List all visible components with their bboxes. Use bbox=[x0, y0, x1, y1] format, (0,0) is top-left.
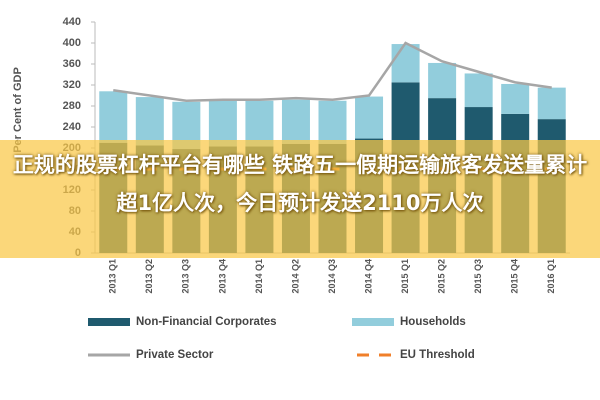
legend-label: Private Sector bbox=[136, 349, 214, 361]
bar bbox=[537, 87, 566, 120]
bar bbox=[355, 96, 384, 139]
bar bbox=[501, 83, 530, 114]
y-tick-label: 280 bbox=[63, 100, 81, 112]
x-tick-label: 2015 Q3 bbox=[473, 259, 483, 294]
y-tick-label: 320 bbox=[63, 79, 81, 91]
x-tick-label: 2013 Q1 bbox=[108, 259, 118, 294]
y-tick-label: 360 bbox=[63, 58, 81, 70]
bar bbox=[135, 97, 164, 146]
legend-label: Households bbox=[400, 316, 466, 328]
bar bbox=[208, 100, 237, 147]
legend-label: EU Threshold bbox=[400, 349, 475, 361]
banner-background bbox=[0, 140, 600, 258]
bar bbox=[464, 73, 493, 108]
bar bbox=[281, 99, 310, 144]
bar bbox=[428, 62, 457, 99]
x-tick-label: 2013 Q2 bbox=[144, 259, 154, 294]
x-tick-label: 2015 Q2 bbox=[436, 259, 446, 294]
legend-swatch bbox=[352, 318, 394, 326]
x-tick-label: 2015 Q1 bbox=[400, 259, 410, 294]
legend-label: Non-Financial Corporates bbox=[136, 316, 277, 328]
x-tick-label: 2014 Q4 bbox=[363, 259, 373, 294]
y-tick-label: 240 bbox=[63, 121, 81, 133]
y-tick-label: 440 bbox=[63, 16, 81, 28]
legend-swatch bbox=[88, 318, 130, 326]
bar bbox=[391, 44, 420, 83]
x-tick-label: 2015 Q4 bbox=[510, 259, 520, 294]
banner-text: 正规的股票杠杆平台有哪些 铁路五一假期运输旅客发送量累计超1亿人次，今日预计发送… bbox=[12, 153, 588, 215]
x-tick-label: 2013 Q3 bbox=[181, 259, 191, 294]
y-axis-label: Per Cent of GDP bbox=[12, 67, 24, 153]
line bbox=[113, 41, 552, 103]
x-tick-label: 2014 Q3 bbox=[327, 259, 337, 294]
x-tick-label: 2014 Q2 bbox=[290, 259, 300, 294]
y-tick-label: 400 bbox=[63, 37, 81, 49]
x-tick-label: 2016 Q1 bbox=[546, 259, 556, 294]
bar bbox=[245, 100, 274, 147]
x-tick-label: 2013 Q4 bbox=[217, 259, 227, 294]
bar bbox=[99, 91, 128, 143]
bar bbox=[318, 100, 347, 144]
x-tick-label: 2014 Q1 bbox=[254, 259, 264, 294]
